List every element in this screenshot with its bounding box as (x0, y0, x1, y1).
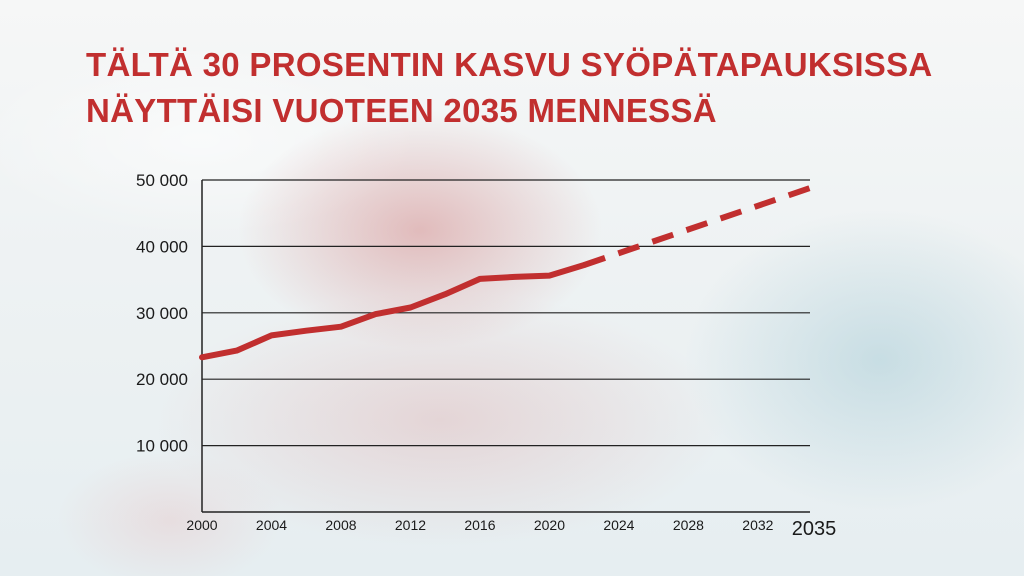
x-tick-label: 2000 (186, 517, 217, 533)
axes (201, 180, 810, 513)
y-tick-labels: 10 000 20 000 30 000 40 000 50 000 (136, 171, 188, 456)
grid-lines (202, 179, 810, 447)
x-tick-label: 2012 (395, 517, 426, 533)
historical-series-line (199, 262, 588, 361)
y-tick-label: 50 000 (136, 171, 188, 190)
y-tick-label: 40 000 (136, 237, 188, 256)
x-tick-label: 2008 (325, 517, 356, 533)
title-line-2: näyttäisi vuoteen 2035 mennessä (86, 92, 717, 129)
series (199, 185, 811, 361)
title-line-1: Tältä 30 prosentin kasvu syöpätapauksiss… (86, 46, 933, 83)
projection-series-line (583, 185, 811, 268)
x-tick-label: 2024 (603, 517, 634, 533)
x-tick-label: 2032 (742, 517, 773, 533)
y-tick-label: 20 000 (136, 370, 188, 389)
x-tick-labels: 2000 2004 2008 2012 2016 2020 2024 2028 2032 2035 (186, 517, 836, 540)
x-tick-label: 2020 (534, 517, 565, 533)
y-tick-label: 30 000 (136, 304, 188, 323)
x-tick-label: 2028 (673, 517, 704, 533)
y-tick-label: 10 000 (136, 437, 188, 456)
x-tick-label: 2016 (464, 517, 495, 533)
x-tick-label: 2035 (792, 518, 837, 540)
page-title: Tältä 30 prosentin kasvu syöpätapauksiss… (86, 42, 946, 134)
x-tick-label: 2004 (256, 517, 287, 533)
